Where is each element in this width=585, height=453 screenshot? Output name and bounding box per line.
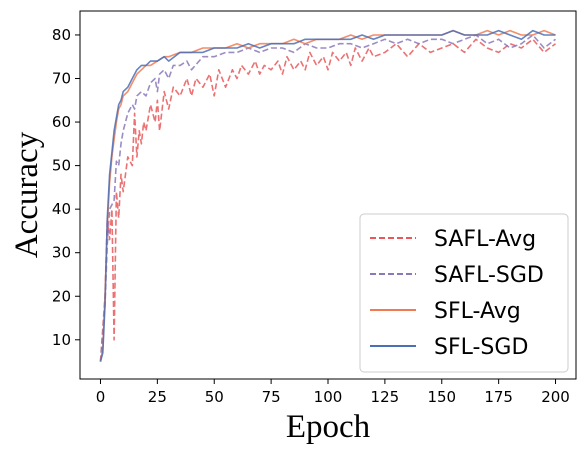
y-tick-label: 60 bbox=[52, 113, 71, 131]
x-tick-label: 125 bbox=[371, 388, 400, 406]
x-tick-label: 100 bbox=[314, 388, 343, 406]
x-axis-ticks: 0 25 50 75 100 125 150 175 200 bbox=[96, 379, 570, 406]
legend-entry-label: SFL-SGD bbox=[434, 335, 528, 360]
y-tick-label: 10 bbox=[52, 331, 71, 349]
x-tick-label: 25 bbox=[148, 388, 167, 406]
series-lines bbox=[99, 29, 556, 362]
y-axis-ticks: 10 20 30 40 50 60 70 80 bbox=[52, 26, 80, 349]
legend-box bbox=[359, 213, 569, 373]
x-axis-title: Epoch bbox=[286, 409, 371, 445]
series-line-safl-avg bbox=[99, 38, 556, 362]
y-axis-title: Accuracy bbox=[9, 131, 45, 258]
x-tick-label: 150 bbox=[427, 388, 456, 406]
legend: SAFL-Avg SAFL-SGD SFL-Avg SFL-SGD bbox=[359, 213, 569, 373]
y-tick-label: 50 bbox=[52, 157, 71, 175]
y-tick-label: 20 bbox=[52, 287, 71, 305]
y-tick-label: 70 bbox=[52, 70, 71, 88]
x-tick-label: 0 bbox=[96, 388, 106, 406]
legend-entry-label: SAFL-SGD bbox=[434, 263, 544, 288]
x-tick-label: 75 bbox=[262, 388, 281, 406]
series-line-safl-sgd bbox=[99, 34, 556, 362]
x-tick-label: 175 bbox=[484, 388, 513, 406]
legend-entry-label: SFL-Avg bbox=[434, 299, 521, 324]
y-tick-label: 30 bbox=[52, 244, 71, 262]
y-tick-label: 40 bbox=[52, 200, 71, 218]
series-line-sfl-sgd bbox=[99, 29, 556, 362]
y-tick-label: 80 bbox=[52, 26, 71, 44]
x-tick-label: 50 bbox=[205, 388, 224, 406]
legend-entry-label: SAFL-Avg bbox=[434, 227, 536, 252]
x-tick-label: 200 bbox=[541, 388, 570, 406]
